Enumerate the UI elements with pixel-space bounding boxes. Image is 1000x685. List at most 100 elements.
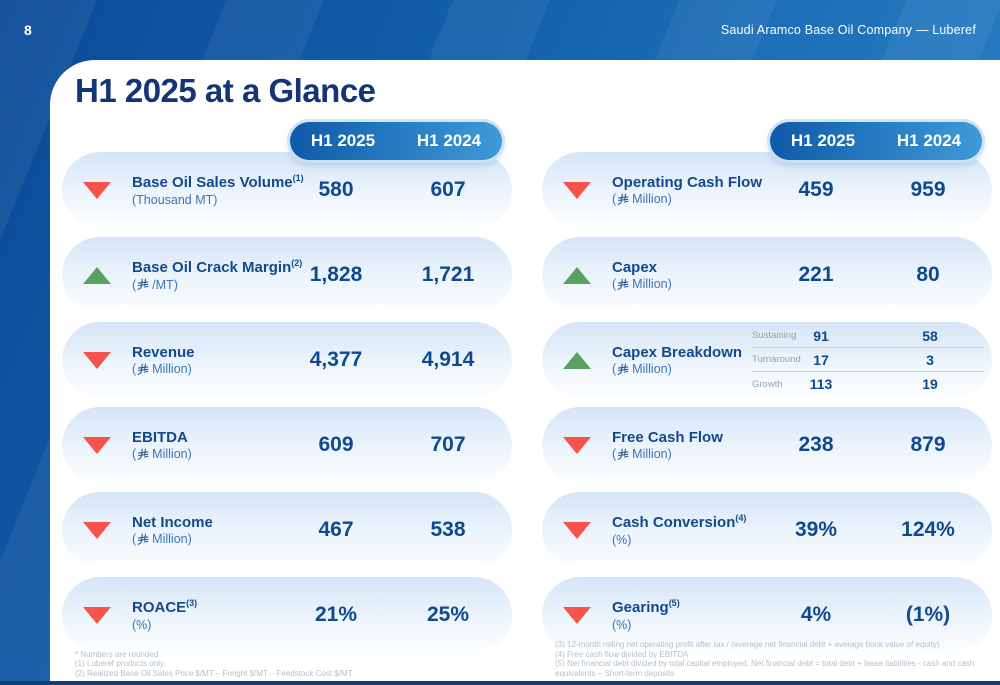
kpi-value-h1-2024: 25% [426, 603, 470, 626]
kpi-row: Capex ( Million) 221 80 [542, 237, 992, 313]
kpi-row: Net Income ( Million) 467 538 [62, 492, 512, 568]
kpi-row: ROACE(3) (%) 21% 25% [62, 577, 512, 653]
top-bar: 8 Saudi Aramco Base Oil Company — Lubere… [0, 0, 1000, 60]
kpi-unit: (%) [132, 617, 152, 632]
breakdown-name: Sustaining [752, 330, 797, 341]
kpi-panel-right: H1 2025 H1 2024 Operating Cash Flow ( Mi… [542, 122, 992, 653]
period-label-h1-2024: H1 2024 [416, 131, 482, 150]
trend-down-icon [83, 521, 111, 539]
trend-icon-zone [542, 351, 612, 369]
trend-icon-zone [542, 606, 612, 624]
period-label-h1-2025: H1 2025 [310, 131, 376, 150]
kpi-value-h1-2025: 1,828 [309, 263, 363, 286]
saudi-riyal-icon [137, 363, 149, 375]
kpi-value-h1-2024: 879 [910, 433, 946, 456]
breakdown-row: Growth 113 19 [752, 372, 984, 396]
breakdown-value-h1-2025: 113 [809, 376, 833, 392]
company-name: Saudi Aramco Base Oil Company — Luberef [720, 23, 976, 37]
kpi-unit: ( Million) [132, 362, 192, 377]
page-number: 8 [24, 22, 32, 38]
footnote-line: (5) Net financial debt divided by total … [555, 659, 975, 678]
kpi-label: Free Cash Flow [612, 428, 723, 446]
kpi-label-zone: Free Cash Flow ( Million) [612, 429, 760, 461]
kpi-value-h1-2024: 607 [430, 178, 466, 201]
footnote-line: (4) Free cash flow divided by EBITDA [555, 649, 689, 659]
kpi-rows: Base Oil Sales Volume(1) (Thousand MT) 5… [62, 152, 512, 653]
kpi-unit: ( Million) [132, 532, 192, 547]
footnote-line: * Numbers are rounded [75, 649, 159, 659]
footnotes-left: * Numbers are rounded (1) Luberef product… [75, 650, 353, 679]
kpi-unit: ( Million) [612, 277, 672, 292]
trend-icon-zone [542, 266, 612, 284]
footnote-line: (3) 12-month rolling net operating profi… [555, 640, 940, 649]
saudi-riyal-icon [137, 448, 149, 460]
kpi-label-zone: ROACE(3) (%) [132, 598, 280, 631]
trend-up-icon [83, 266, 111, 284]
breakdown-value-h1-2024: 58 [922, 327, 938, 344]
saudi-riyal-icon [137, 533, 149, 545]
kpi-label: Capex Breakdown [612, 343, 743, 361]
saudi-riyal-icon [617, 278, 629, 290]
saudi-riyal-icon [137, 278, 149, 290]
saudi-riyal-icon [617, 193, 629, 205]
trend-down-icon [83, 181, 111, 199]
kpi-row: Operating Cash Flow ( Million) 459 959 [542, 152, 992, 228]
kpi-value-h1-2025: 39% [794, 518, 838, 541]
kpi-unit: (%) [612, 617, 632, 632]
kpi-label: Capex [612, 258, 658, 276]
trend-icon-zone [62, 521, 132, 539]
breakdown-value-h1-2024: 19 [922, 376, 938, 392]
kpi-row: Gearing(5) (%) 4% (1%) [542, 577, 992, 653]
trend-down-icon [83, 436, 111, 454]
kpi-row: Free Cash Flow ( Million) 238 879 [542, 407, 992, 483]
period-header-pill: H1 2025 H1 2024 [770, 122, 982, 160]
kpi-value-h1-2025: 4,377 [309, 348, 363, 371]
trend-down-icon [563, 436, 591, 454]
trend-icon-zone [62, 266, 132, 284]
kpi-unit: (Thousand MT) [132, 192, 218, 207]
breakdown-name: Turnaround [752, 354, 801, 365]
kpi-row: Capex Breakdown ( Million) Sustaining 91… [542, 322, 992, 398]
trend-icon-zone [542, 181, 612, 199]
kpi-label-zone: Base Oil Sales Volume(1) (Thousand MT) [132, 173, 304, 207]
trend-down-icon [83, 351, 111, 369]
kpi-value-h1-2025: 238 [798, 433, 834, 456]
bottom-border [0, 681, 1000, 685]
trend-up-icon [563, 266, 591, 284]
kpi-row: EBITDA ( Million) 609 707 [62, 407, 512, 483]
kpi-value-h1-2025: 459 [798, 178, 834, 201]
kpi-label: Base Oil Crack Margin(2) [132, 258, 303, 277]
kpi-value-h1-2024: (1%) [905, 603, 951, 626]
kpi-row: Revenue ( Million) 4,377 4,914 [62, 322, 512, 398]
period-header-pill: H1 2025 H1 2024 [290, 122, 502, 160]
footnote-line: (1) Luberef products only. [75, 659, 166, 668]
kpi-value-h1-2024: 4,914 [421, 348, 475, 371]
kpi-value-h1-2025: 580 [318, 178, 354, 201]
kpi-unit: ( Million) [612, 362, 672, 377]
kpi-label: Gearing(5) [612, 598, 680, 617]
kpi-label-zone: Cash Conversion(4) (%) [612, 513, 760, 546]
kpi-label-zone: Net Income ( Million) [132, 514, 280, 546]
kpi-unit: ( Million) [612, 447, 672, 462]
period-label-h1-2024: H1 2024 [896, 131, 962, 150]
breakdown-value-h1-2025: 91 [813, 327, 829, 344]
trend-icon-zone [542, 436, 612, 454]
trend-down-icon [83, 606, 111, 624]
kpi-value-h1-2025: 4% [800, 603, 832, 626]
footnotes-right: (3) 12-month rolling net operating profi… [555, 640, 992, 678]
kpi-label-zone: Base Oil Crack Margin(2) ( /MT) [132, 258, 303, 292]
period-label-h1-2025: H1 2025 [790, 131, 856, 150]
kpi-value-h1-2024: 707 [430, 433, 466, 456]
kpi-label-zone: Capex Breakdown ( Million) [612, 344, 752, 376]
kpi-rows: Operating Cash Flow ( Million) 459 959 C… [542, 152, 992, 653]
kpi-unit: (%) [612, 532, 632, 547]
kpi-value-h1-2024: 124% [901, 518, 955, 541]
breakdown-row: Sustaining 91 58 [752, 324, 984, 348]
kpi-label-zone: EBITDA ( Million) [132, 429, 280, 461]
kpi-unit: ( /MT) [132, 277, 178, 292]
kpi-value-h1-2024: 80 [916, 263, 940, 286]
kpi-label-zone: Revenue ( Million) [132, 344, 280, 376]
kpi-value-h1-2025: 21% [314, 603, 358, 626]
kpi-label: Operating Cash Flow [612, 173, 763, 191]
